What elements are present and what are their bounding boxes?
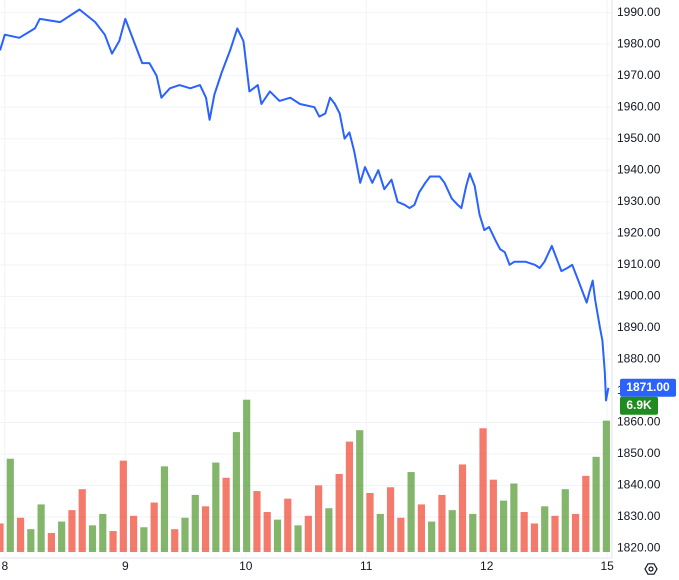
volume-bar [304,515,312,552]
volume-bar [479,428,487,552]
volume-bar [551,515,559,552]
volume-bar [325,508,333,552]
volume-bar [602,420,610,552]
x-tick-label: 11 [360,559,373,573]
volume-bar [201,506,210,552]
y-tick-label: 1960.00 [617,99,661,113]
volume-bar [489,479,497,552]
settings-hexagon[interactable] [644,563,658,575]
x-tick-label: 8 [1,559,8,573]
y-tick-label: 1930.00 [617,194,661,208]
volume-bar [273,519,282,552]
y-tick-label: 1970.00 [617,68,661,82]
volume-bar [222,477,230,552]
settings-icon[interactable] [644,563,658,575]
volume-bar [500,500,508,552]
last-price-label: 1871.00 [626,380,670,394]
y-tick-label: 1820.00 [617,541,661,555]
volume-bar [27,529,35,552]
volume-bar [88,525,97,552]
y-tick-label: 1890.00 [617,320,661,334]
y-tick-label: 1830.00 [617,509,661,523]
volume-bar [407,472,415,552]
volume-bar [335,473,343,552]
grid [0,0,612,558]
volume-bar [119,460,127,552]
volume-bar [47,532,55,552]
volume-bar [99,513,107,552]
volume-bar [366,492,374,552]
volume-bar [130,515,138,552]
volume-bar [438,494,446,552]
volume-bar [356,430,364,552]
volume-bar [458,464,467,552]
volume-bar [0,523,4,552]
volume-bar [58,521,66,552]
volume-bar [140,527,148,552]
y-tick-label: 1880.00 [617,352,661,366]
y-tick-label: 1980.00 [617,36,661,50]
volume-bar [284,498,292,552]
volume-bar [541,506,549,552]
volume-bar [428,521,436,552]
x-tick-label: 10 [239,559,253,573]
volume-bar [386,487,395,552]
volume-bar [171,529,179,552]
volume-bar [397,517,405,552]
volume-bar [582,475,590,552]
volume-bar [530,523,539,552]
volume-bar [253,491,261,552]
volume-bar [243,399,251,552]
y-tick-label: 1850.00 [617,446,661,460]
y-tick-label: 1840.00 [617,478,661,492]
volume-bar [448,510,456,552]
volume-bar [232,432,240,552]
volume-bar [592,456,600,552]
volume-bar [78,489,86,552]
volume-bar [263,512,271,552]
volume-bar [150,502,158,552]
y-tick-label: 1860.00 [617,415,661,429]
volume-bar [212,462,220,552]
x-tick-label: 12 [480,559,494,573]
volume-bar [68,510,76,552]
volume-bar [160,466,169,552]
y-tick-label: 1950.00 [617,131,661,145]
volume-bar [6,458,14,552]
y-tick-label: 1940.00 [617,162,661,176]
volume-bar [561,489,569,552]
volume-bar [109,531,117,552]
volume-bar [417,504,425,552]
y-tick-label: 1920.00 [617,225,661,239]
x-tick-label: 9 [122,559,129,573]
volume-bar [376,513,384,552]
x-tick-label: 15 [601,559,615,573]
last-price-box [620,378,676,397]
volume-bar [181,517,189,552]
volume-bar [520,512,528,552]
volume-bar [345,441,354,552]
last-volume-label: 6.9K [626,398,652,412]
volume-bar [510,483,518,552]
last-volume-box [620,396,658,415]
volume-bar [469,513,477,552]
volume-bar [191,494,199,552]
y-tick-label: 1900.00 [617,289,661,303]
y-tick-label: 1910.00 [617,257,661,271]
volume-bar [571,513,580,552]
volume-bar [37,504,45,552]
price-line [0,8,610,402]
volume-bar [315,485,323,552]
y-tick-label: 1990.00 [617,5,661,19]
volume-bar [16,517,25,552]
volume-bar [294,525,302,552]
settings-center[interactable] [648,566,654,572]
